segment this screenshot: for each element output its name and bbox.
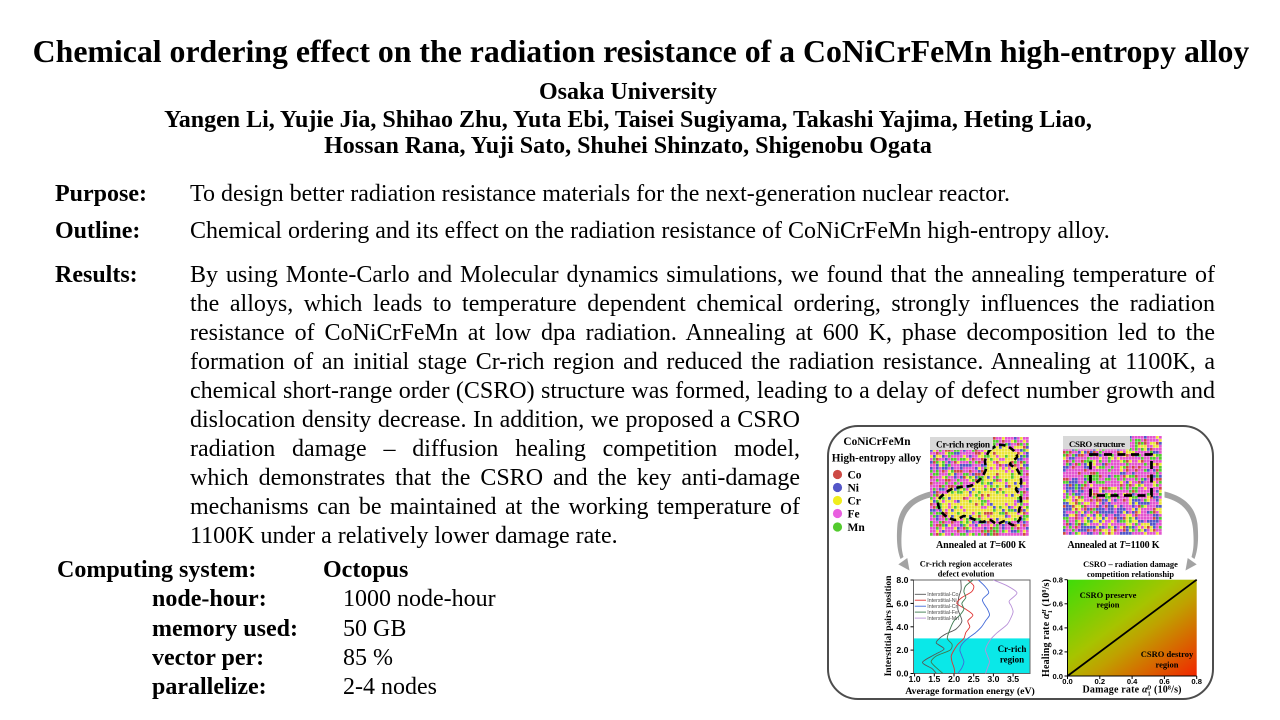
svg-text:CSRO structure: CSRO structure xyxy=(1069,439,1125,449)
svg-text:Interstitial-Ni: Interstitial-Ni xyxy=(927,598,956,604)
svg-text:0.0: 0.0 xyxy=(1052,672,1063,681)
svg-text:Interstitial pairs position: Interstitial pairs position xyxy=(884,575,894,677)
svg-text:Interstitial-Co: Interstitial-Co xyxy=(927,592,958,598)
svg-text:CSRO preserve: CSRO preserve xyxy=(1080,590,1137,600)
svg-text:0.6: 0.6 xyxy=(1052,600,1063,609)
svg-text:1.0: 1.0 xyxy=(909,674,921,684)
svg-text:region: region xyxy=(1097,600,1120,610)
svg-text:2.0: 2.0 xyxy=(896,645,908,655)
svg-text:Cr-rich: Cr-rich xyxy=(998,644,1027,654)
svg-text:0.2: 0.2 xyxy=(1095,677,1106,686)
svg-text:0.8: 0.8 xyxy=(1191,677,1202,686)
svg-text:0.0: 0.0 xyxy=(1062,677,1073,686)
svg-text:Healing rate α1H (108/s): Healing rate α1H (108/s) xyxy=(1041,579,1054,677)
svg-text:0.4: 0.4 xyxy=(1127,677,1138,686)
svg-text:Fe: Fe xyxy=(848,509,860,521)
svg-text:Annealed at T=1100 K: Annealed at T=1100 K xyxy=(1068,540,1160,551)
svg-text:4.0: 4.0 xyxy=(896,622,908,632)
svg-text:2.5: 2.5 xyxy=(968,674,980,684)
svg-text:Cr: Cr xyxy=(848,496,861,508)
svg-text:0.6: 0.6 xyxy=(1159,677,1170,686)
svg-text:Co: Co xyxy=(848,470,862,482)
svg-text:region: region xyxy=(1156,660,1179,670)
svg-text:0.0: 0.0 xyxy=(896,669,908,679)
svg-text:Annealed at T=600 K: Annealed at T=600 K xyxy=(936,540,1026,551)
svg-text:defect evolution: defect evolution xyxy=(938,570,995,579)
svg-text:3.5: 3.5 xyxy=(1007,674,1019,684)
svg-text:Interstitial-Mn: Interstitial-Mn xyxy=(927,616,959,622)
svg-text:CSRO destroy: CSRO destroy xyxy=(1141,649,1194,659)
svg-text:Damage rate α1D (108/s): Damage rate α1D (108/s) xyxy=(1083,685,1182,698)
svg-text:6.0: 6.0 xyxy=(896,598,908,608)
svg-text:0.8: 0.8 xyxy=(1052,576,1063,585)
svg-text:CSRO – radiation damage: CSRO – radiation damage xyxy=(1083,560,1178,569)
svg-text:Interstitial-Fe: Interstitial-Fe xyxy=(927,610,958,616)
svg-text:region: region xyxy=(1000,655,1024,665)
svg-text:Cr-rich region accelerates: Cr-rich region accelerates xyxy=(920,560,1013,569)
svg-text:0.4: 0.4 xyxy=(1052,624,1063,633)
svg-text:Cr-rich region: Cr-rich region xyxy=(936,441,991,451)
svg-text:competition relationship: competition relationship xyxy=(1087,570,1174,579)
svg-text:8.0: 8.0 xyxy=(896,575,908,585)
svg-text:Average formation energy (eV): Average formation energy (eV) xyxy=(905,686,1035,697)
svg-text:0.2: 0.2 xyxy=(1052,648,1063,657)
svg-text:Mn: Mn xyxy=(848,522,866,534)
svg-text:Interstitial-Cr: Interstitial-Cr xyxy=(927,604,957,610)
svg-text:Ni: Ni xyxy=(848,483,860,495)
svg-text:3.0: 3.0 xyxy=(987,674,999,684)
svg-text:2.0: 2.0 xyxy=(948,674,960,684)
svg-text:1.5: 1.5 xyxy=(928,674,940,684)
svg-text:CoNiCrFeMn: CoNiCrFeMn xyxy=(843,436,911,448)
svg-text:High-entropy alloy: High-entropy alloy xyxy=(832,453,922,465)
